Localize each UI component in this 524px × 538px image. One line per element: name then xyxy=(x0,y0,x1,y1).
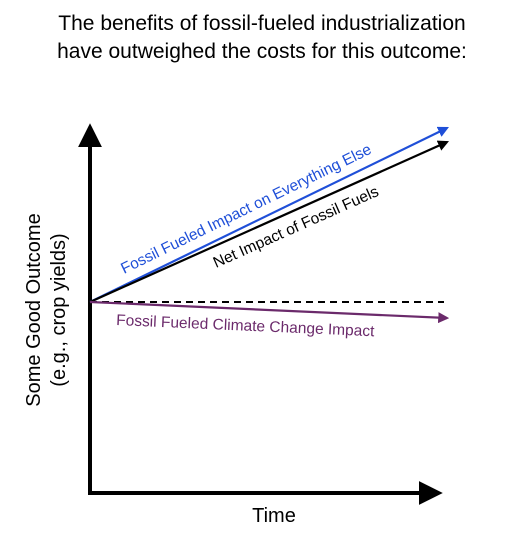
climate-impact-line xyxy=(89,300,450,324)
x-axis-label: Time xyxy=(252,505,296,527)
everything-else-line xyxy=(89,126,449,303)
net-impact-line xyxy=(89,140,450,304)
y-axis-label-line-1: Some Good Outcome xyxy=(23,213,45,406)
diagram-title: The benefits of fossil-fueled industrial… xyxy=(0,10,524,66)
climate-impact-label: Fossil Fueled Climate Change Impact xyxy=(116,312,376,340)
title-line-2: have outweighed the costs for this outco… xyxy=(57,40,467,63)
net-impact-label: Net Impact of Fossil Fuels xyxy=(211,183,382,272)
title-line-1: The benefits of fossil-fueled industrial… xyxy=(58,12,466,35)
y-axis-label-line-2: (e.g., crop yields) xyxy=(48,233,70,386)
